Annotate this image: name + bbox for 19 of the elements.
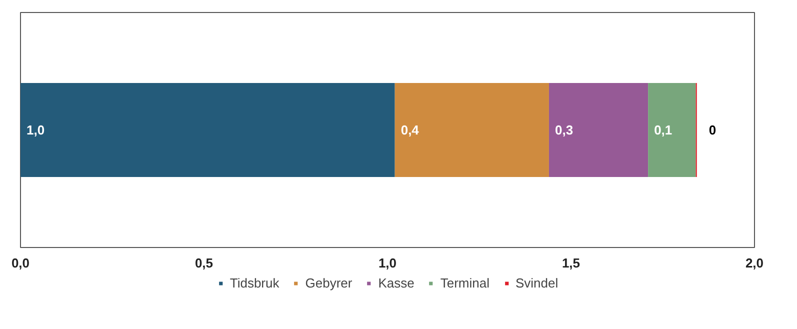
x-tick-label: 1,0 <box>378 256 397 270</box>
data-label: 0,1 <box>654 122 672 138</box>
legend-label: Kasse <box>378 276 414 290</box>
legend-label: Terminal <box>440 276 490 290</box>
x-tick-label: 0,5 <box>194 256 214 270</box>
x-tick-label: 0,0 <box>11 256 30 270</box>
x-tick-label: 2,0 <box>745 256 764 270</box>
x-tick-label: 1,5 <box>562 256 580 270</box>
legend-label: Svindel <box>515 276 558 290</box>
bar <box>548 83 648 177</box>
data-label: 0,4 <box>400 122 420 138</box>
legend-label: Tidsbruk <box>230 276 280 290</box>
data-label: 0,3 <box>554 122 574 138</box>
bar <box>20 83 395 177</box>
bar <box>394 83 549 177</box>
data-label: 0 <box>708 122 716 138</box>
legend-label: Gebyrer <box>305 276 352 290</box>
data-label: 1,0 <box>26 122 45 138</box>
bar <box>648 83 696 177</box>
